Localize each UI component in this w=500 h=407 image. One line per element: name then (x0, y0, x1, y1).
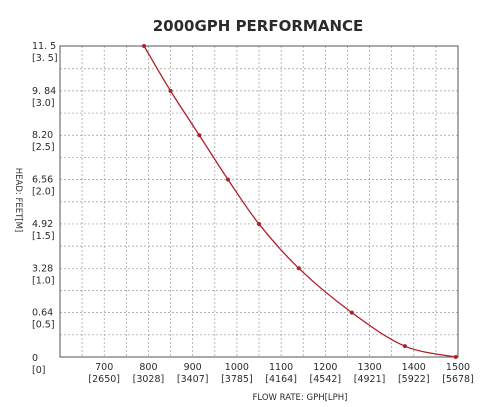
y-tick-sublabel: [2.0] (32, 187, 55, 198)
y-axis-label: HEAD: FEET[M] (13, 168, 23, 232)
x-axis-label: FLOW RATE: GPH[LPH] (253, 393, 348, 403)
y-tick-sublabel: [2.5] (32, 142, 55, 153)
x-tick-label: 900 (184, 362, 202, 373)
x-tick-label: 1000 (225, 362, 249, 373)
y-tick-sublabel: [1.5] (32, 231, 55, 242)
y-tick-sublabel: [3. 5] (32, 53, 58, 64)
x-tick-label: 1300 (357, 362, 381, 373)
y-tick-label: 0.64 (32, 308, 53, 319)
x-tick-sublabel: [5678] (442, 374, 474, 385)
data-point (168, 88, 173, 93)
plot-area (59, 45, 459, 358)
x-tick-sublabel: [5922] (398, 374, 430, 385)
x-tick-sublabel: [3028] (133, 374, 165, 385)
chart-title: 2000GPH PERFORMANCE (153, 17, 364, 35)
data-point (226, 177, 231, 182)
y-tick-sublabel: [0.5] (32, 320, 55, 331)
x-tick-label: 1200 (313, 362, 337, 373)
y-tick-label: 3.28 (32, 263, 53, 274)
curve-layer (142, 44, 458, 359)
x-tick-label: 1500 (446, 362, 470, 373)
data-point (197, 133, 202, 138)
grid-lines (60, 46, 458, 357)
data-point (349, 310, 354, 315)
y-tick-label: 11. 5 (32, 41, 56, 52)
y-tick-sublabel: [3.0] (32, 98, 55, 109)
x-tick-sublabel: [3407] (177, 374, 209, 385)
x-tick-label: 800 (139, 362, 157, 373)
data-point (142, 44, 147, 48)
y-tick-label: 8.20 (32, 130, 53, 141)
x-tick-sublabel: [4921] (354, 374, 386, 385)
y-tick-label: 9. 84 (32, 86, 56, 97)
y-tick-label: 4.92 (32, 219, 53, 230)
data-point (296, 266, 301, 271)
x-tick-sublabel: [4164] (265, 374, 297, 385)
x-tick-label: 1400 (402, 362, 426, 373)
x-tick-label: 700 (95, 362, 113, 373)
x-tick-sublabel: [3785] (221, 374, 253, 385)
x-tick-sublabel: [4542] (310, 374, 342, 385)
data-point (402, 344, 407, 349)
y-tick-sublabel: [0] (32, 365, 45, 376)
data-point (257, 221, 261, 226)
x-tick-sublabel: [2650] (88, 374, 120, 385)
tick-labels: 700[2650] 800[3028] 900[3407] 1000[3785] 110… (32, 41, 474, 385)
y-tick-label: 6.56 (32, 175, 53, 186)
x-tick-label: 1100 (269, 362, 293, 373)
y-tick-sublabel: [1.0] (32, 275, 55, 286)
data-point (453, 355, 458, 359)
y-tick-label: 0 (32, 353, 38, 364)
